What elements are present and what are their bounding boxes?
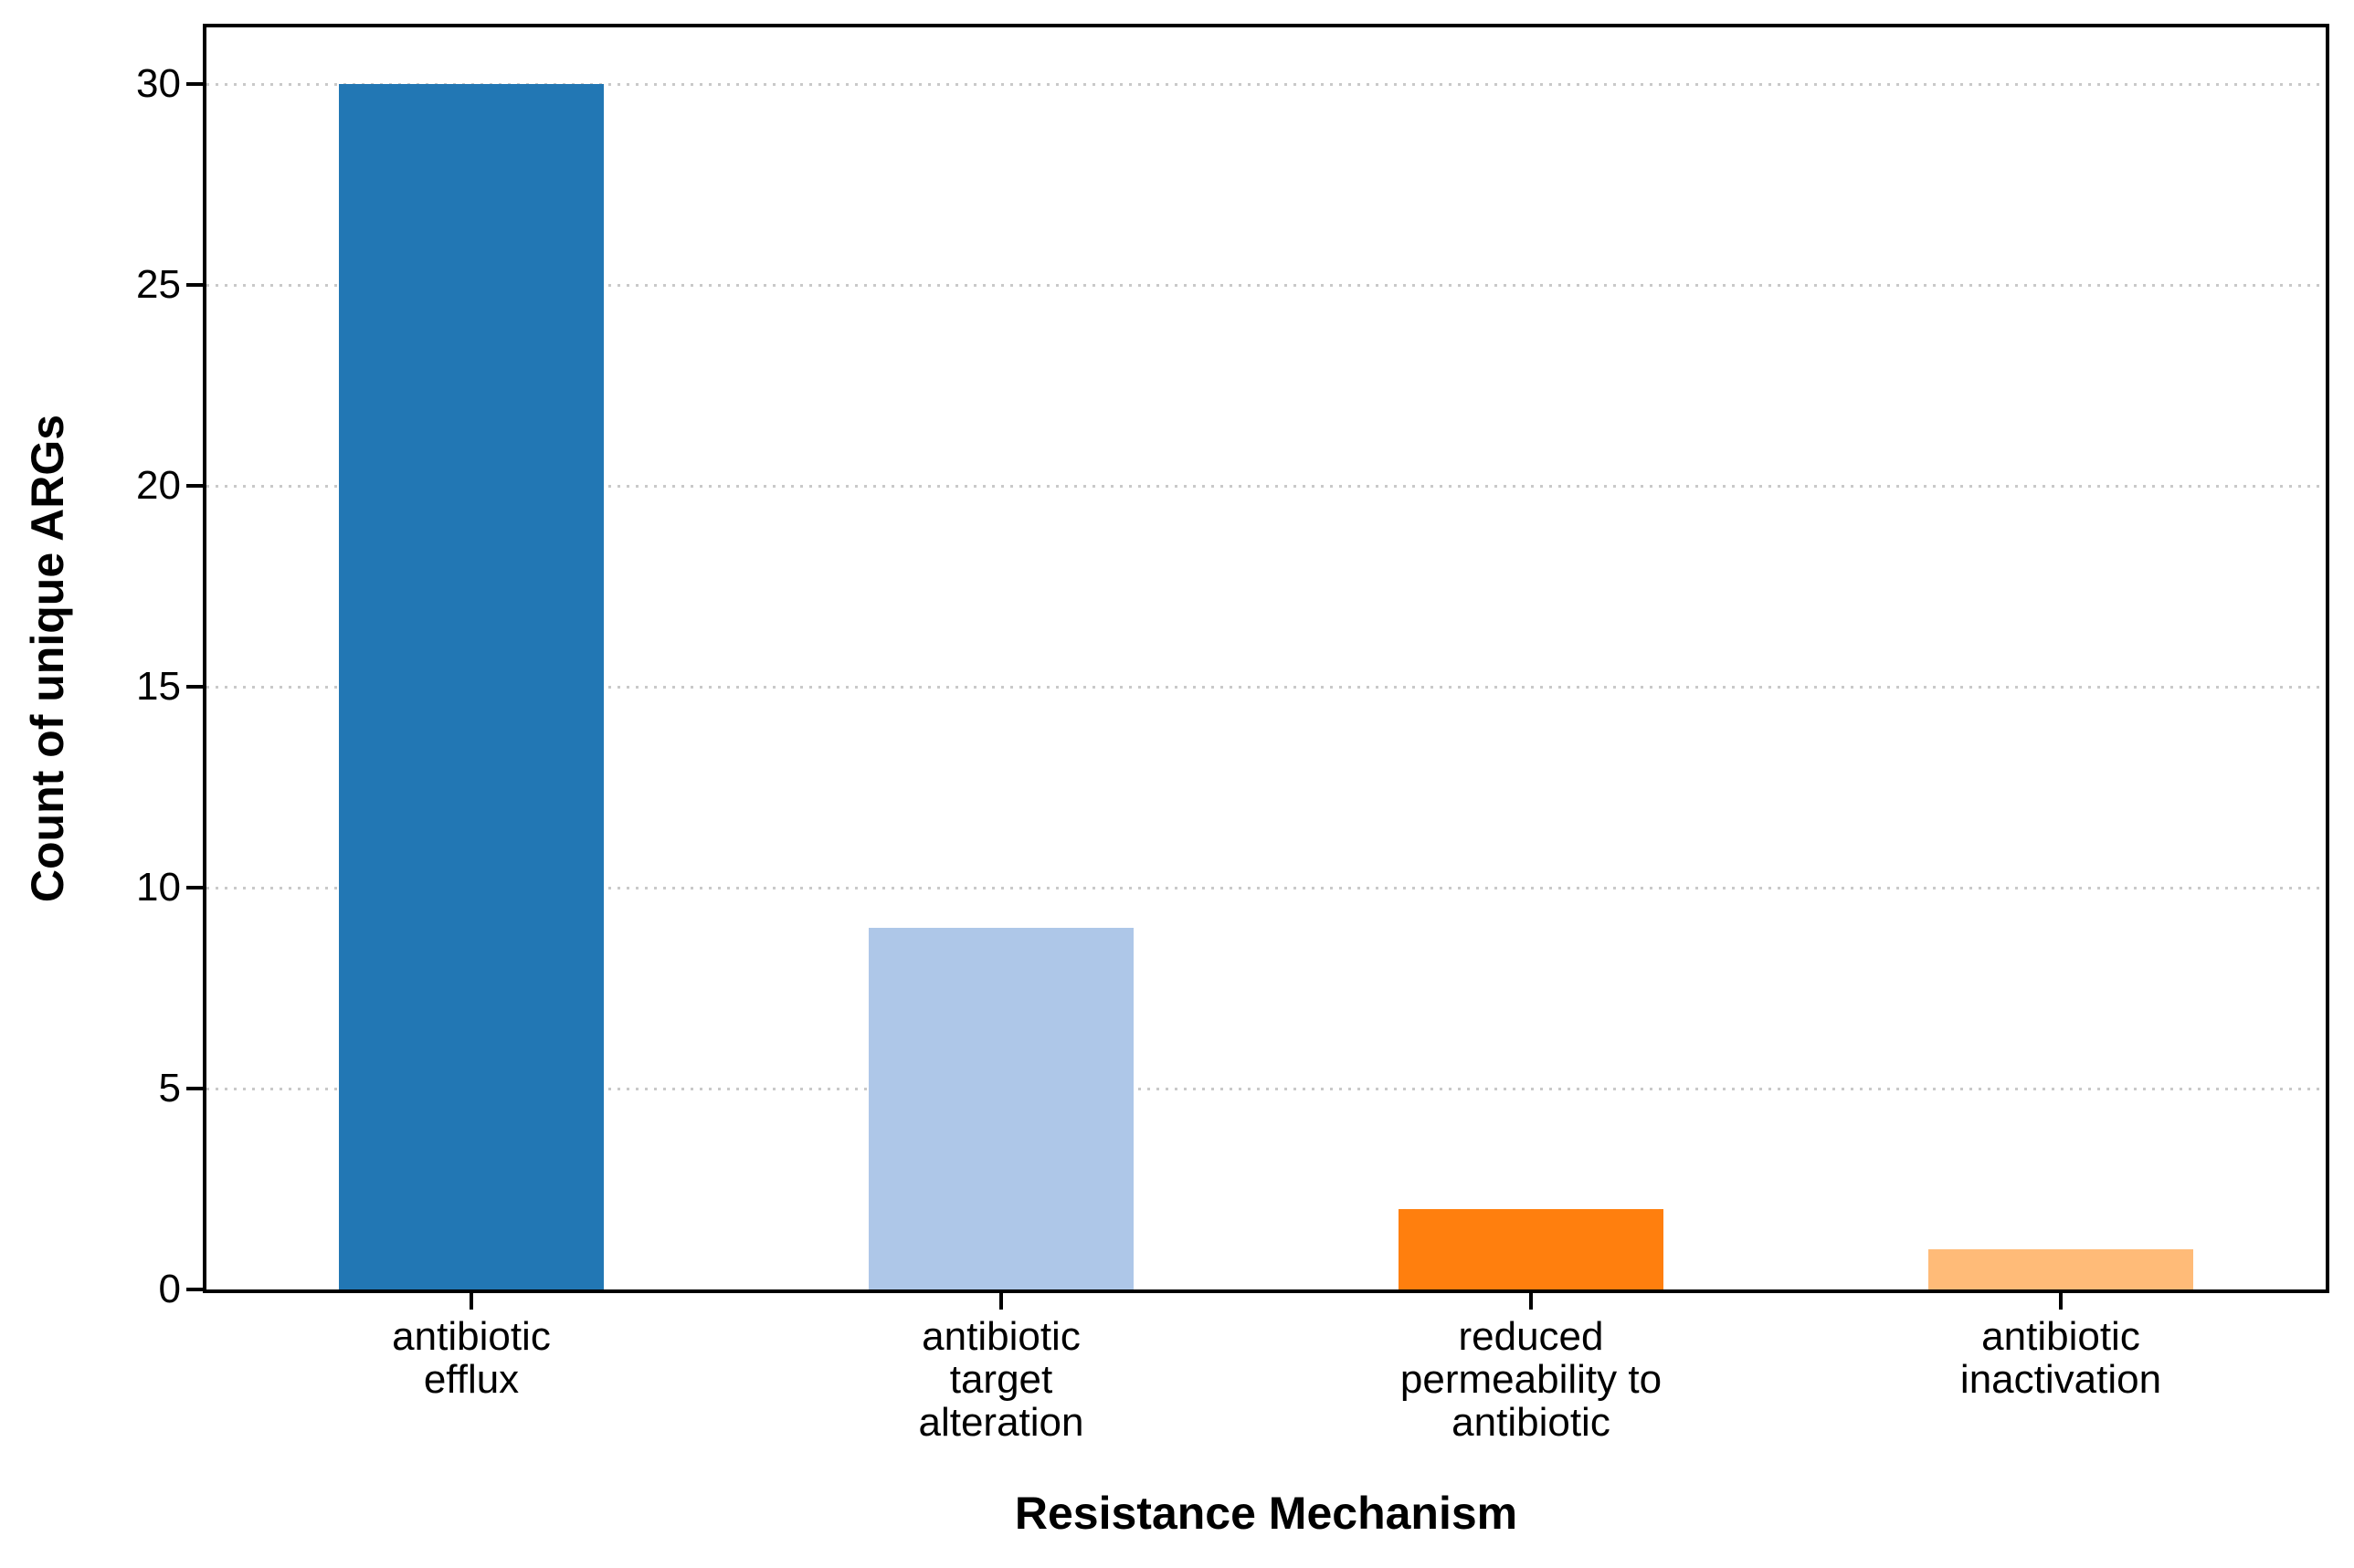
x-axis-tick [2059,1293,2063,1310]
x-axis-tick [1529,1293,1533,1310]
x-tick-label: antibiotic efflux [392,1314,551,1402]
y-axis-tick [186,1288,203,1291]
plot-area [203,24,2329,1293]
y-axis-tick [186,81,203,86]
bar-antibiotic-target-alteration [869,927,1134,1289]
y-tick-label: 0 [158,1267,181,1311]
gridline [206,1087,2326,1090]
x-axis-tick [999,1293,1003,1310]
bar-reduced-permeability-to-antibiotic [1399,1208,1663,1289]
bar-antibiotic-inactivation [1928,1249,2193,1289]
y-tick-label: 5 [158,1065,181,1110]
gridline [206,886,2326,889]
bar-antibiotic-efflux [339,83,604,1289]
y-axis-tick [186,483,203,488]
gridline [206,283,2326,287]
y-axis-tick [186,684,203,689]
x-tick-label: antibiotic inactivation [1959,1314,2162,1402]
y-tick-label: 30 [136,60,181,106]
y-axis-tick [186,282,203,287]
gridline [206,82,2326,86]
y-tick-label: 10 [136,864,181,910]
y-tick-label: 25 [136,261,181,307]
y-tick-label: 15 [136,663,181,709]
x-axis-title: Resistance Mechanism [1014,1488,1518,1539]
x-tick-label: reduced permeability to antibiotic [1399,1314,1663,1445]
y-tick-label: 20 [136,462,181,508]
gridline [206,484,2326,488]
x-tick-label: antibiotic target alteration [918,1314,1084,1445]
y-axis-tick [186,885,203,889]
gridline [206,685,2326,689]
y-axis-tick [186,1086,203,1090]
x-axis-tick [470,1293,473,1310]
